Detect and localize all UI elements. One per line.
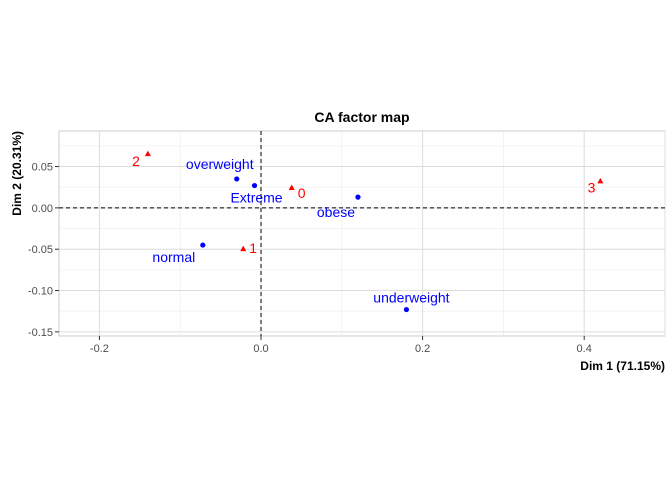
x-tick-label: 0.0 bbox=[253, 343, 268, 355]
point-obese-label: obese bbox=[317, 204, 355, 220]
chart-title: CA factor map bbox=[314, 109, 409, 125]
point-1-label: 1 bbox=[249, 240, 257, 256]
y-tick-label: 0.05 bbox=[32, 162, 53, 174]
point-1-marker bbox=[240, 245, 247, 252]
minor-gridlines bbox=[59, 131, 666, 336]
x-tick-label: -0.2 bbox=[90, 343, 109, 355]
point-overweight-label: overweight bbox=[186, 156, 254, 172]
point-extreme-label: Extreme bbox=[230, 190, 282, 206]
y-axis-label: Dim 2 (20.31%) bbox=[10, 131, 24, 216]
point-overweight-marker bbox=[234, 176, 240, 182]
data-points bbox=[144, 150, 604, 313]
point-underweight-label: underweight bbox=[373, 290, 449, 306]
point-3-marker bbox=[597, 177, 604, 184]
y-tick-label: -0.05 bbox=[28, 244, 53, 256]
y-tick-label: -0.10 bbox=[28, 286, 53, 298]
point-3-label: 3 bbox=[588, 179, 596, 195]
point-extreme-marker bbox=[251, 182, 258, 189]
point-0-label: 0 bbox=[298, 185, 306, 201]
x-tick-label: 0.4 bbox=[577, 343, 592, 355]
point-2-marker bbox=[144, 150, 151, 157]
point-0-marker bbox=[288, 184, 295, 190]
y-axis-ticks: -0.15 -0.10 -0.05 0.00 0.05 bbox=[28, 162, 59, 339]
point-underweight-marker bbox=[403, 306, 410, 313]
x-axis-ticks: -0.2 0.0 0.2 0.4 bbox=[90, 336, 592, 355]
point-normal-marker bbox=[200, 242, 206, 248]
plot-panel bbox=[58, 130, 666, 337]
y-tick-label: 0.00 bbox=[32, 203, 53, 215]
reference-lines bbox=[59, 131, 665, 336]
point-obese-marker bbox=[355, 194, 361, 200]
point-labels: overweight Extreme obese normal underweight 2… bbox=[132, 153, 595, 305]
point-normal-label: normal bbox=[152, 249, 195, 265]
y-tick-label: -0.15 bbox=[28, 327, 53, 339]
x-tick-label: 0.2 bbox=[415, 343, 430, 355]
x-axis-label: Dim 1 (71.15%) bbox=[580, 359, 665, 373]
point-2-label: 2 bbox=[132, 153, 140, 169]
